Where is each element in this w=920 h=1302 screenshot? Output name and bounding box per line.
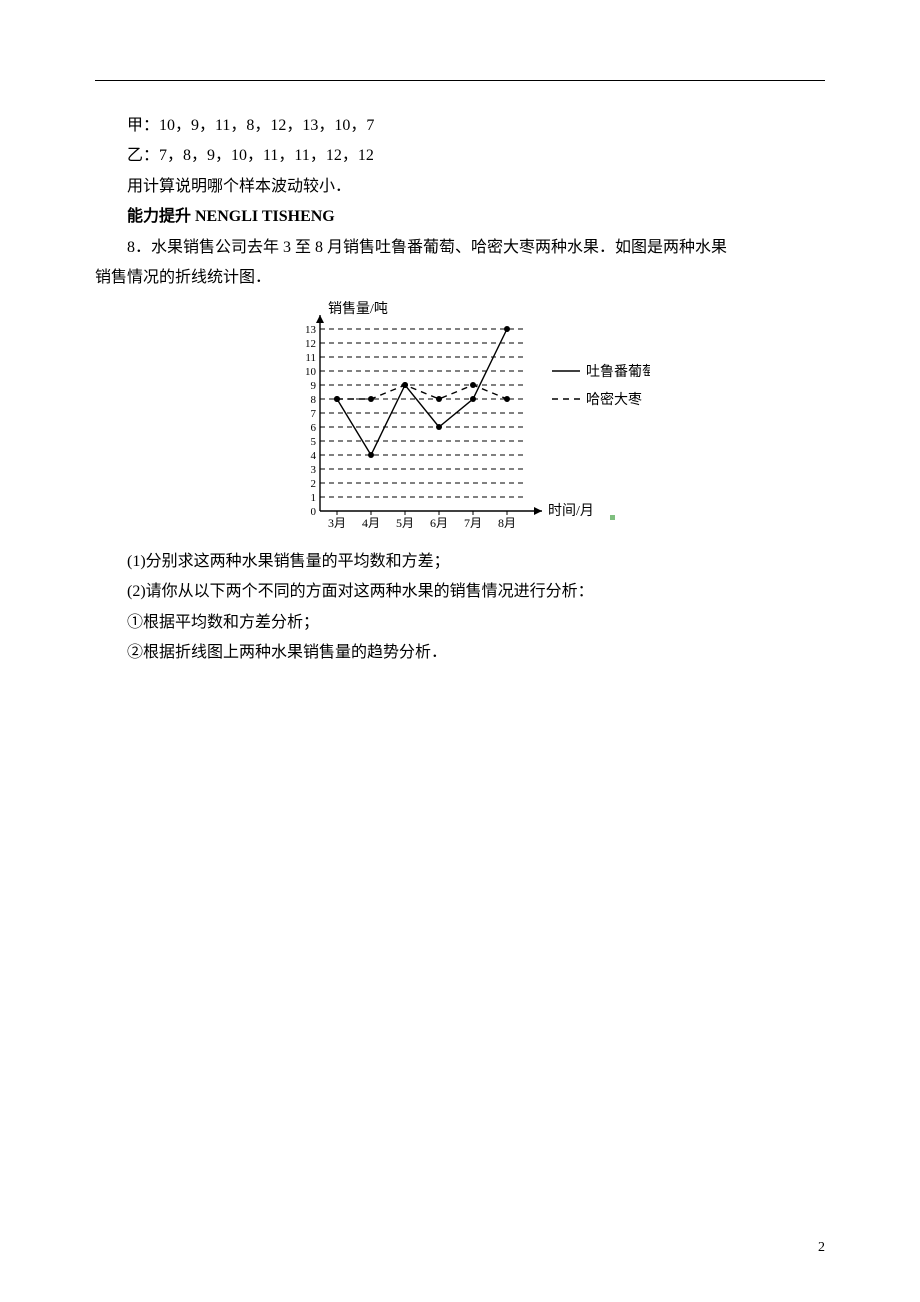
svg-text:7月: 7月: [464, 516, 482, 530]
svg-text:12: 12: [305, 338, 316, 350]
svg-text:10: 10: [305, 366, 317, 378]
page-number: 2: [818, 1235, 825, 1262]
svg-text:8: 8: [311, 394, 317, 406]
svg-text:吐鲁番葡萄: 吐鲁番葡萄: [586, 364, 650, 380]
sales-line-chart: 0123456789101112133月4月5月6月7月8月销售量/吨时间/月吐…: [270, 301, 650, 531]
svg-text:0: 0: [311, 506, 317, 518]
q2a: ①根据平均数和方差分析；: [95, 608, 825, 638]
svg-text:5: 5: [311, 436, 317, 448]
svg-text:2: 2: [311, 478, 317, 490]
svg-text:4月: 4月: [362, 516, 380, 530]
top-rule: [95, 80, 825, 81]
svg-text:3: 3: [311, 464, 317, 476]
problem8-line1: 8．水果销售公司去年 3 至 8 月销售吐鲁番葡萄、哈密大枣两种水果．如图是两种…: [95, 233, 825, 263]
svg-text:7: 7: [311, 408, 317, 420]
svg-text:5月: 5月: [396, 516, 414, 530]
svg-text:哈密大枣: 哈密大枣: [586, 391, 642, 408]
svg-text:4: 4: [311, 450, 317, 462]
stray-mark: [610, 515, 615, 520]
svg-text:13: 13: [305, 324, 317, 336]
svg-text:11: 11: [305, 352, 316, 364]
svg-text:1: 1: [311, 492, 317, 504]
svg-text:销售量/吨: 销售量/吨: [328, 301, 388, 317]
svg-text:8月: 8月: [498, 516, 516, 530]
svg-text:6: 6: [311, 422, 317, 434]
text-yi: 乙：7，8，9，10，11，11，12，12: [95, 141, 825, 171]
chart-container: 0123456789101112133月4月5月6月7月8月销售量/吨时间/月吐…: [95, 301, 825, 542]
text-calc: 用计算说明哪个样本波动较小．: [95, 172, 825, 202]
svg-text:时间/月: 时间/月: [548, 503, 594, 519]
q1: (1)分别求这两种水果销售量的平均数和方差；: [95, 547, 825, 577]
q2b: ②根据折线图上两种水果销售量的趋势分析．: [95, 638, 825, 668]
text-jia: 甲：10，9，11，8，12，13，10，7: [95, 111, 825, 141]
svg-text:9: 9: [311, 380, 317, 392]
svg-text:6月: 6月: [430, 516, 448, 530]
section-title: 能力提升 NENGLI TISHENG: [95, 202, 825, 232]
problem8-line2: 销售情况的折线统计图．: [95, 263, 825, 293]
q2: (2)请你从以下两个不同的方面对这两种水果的销售情况进行分析：: [95, 577, 825, 607]
svg-text:3月: 3月: [328, 516, 346, 530]
